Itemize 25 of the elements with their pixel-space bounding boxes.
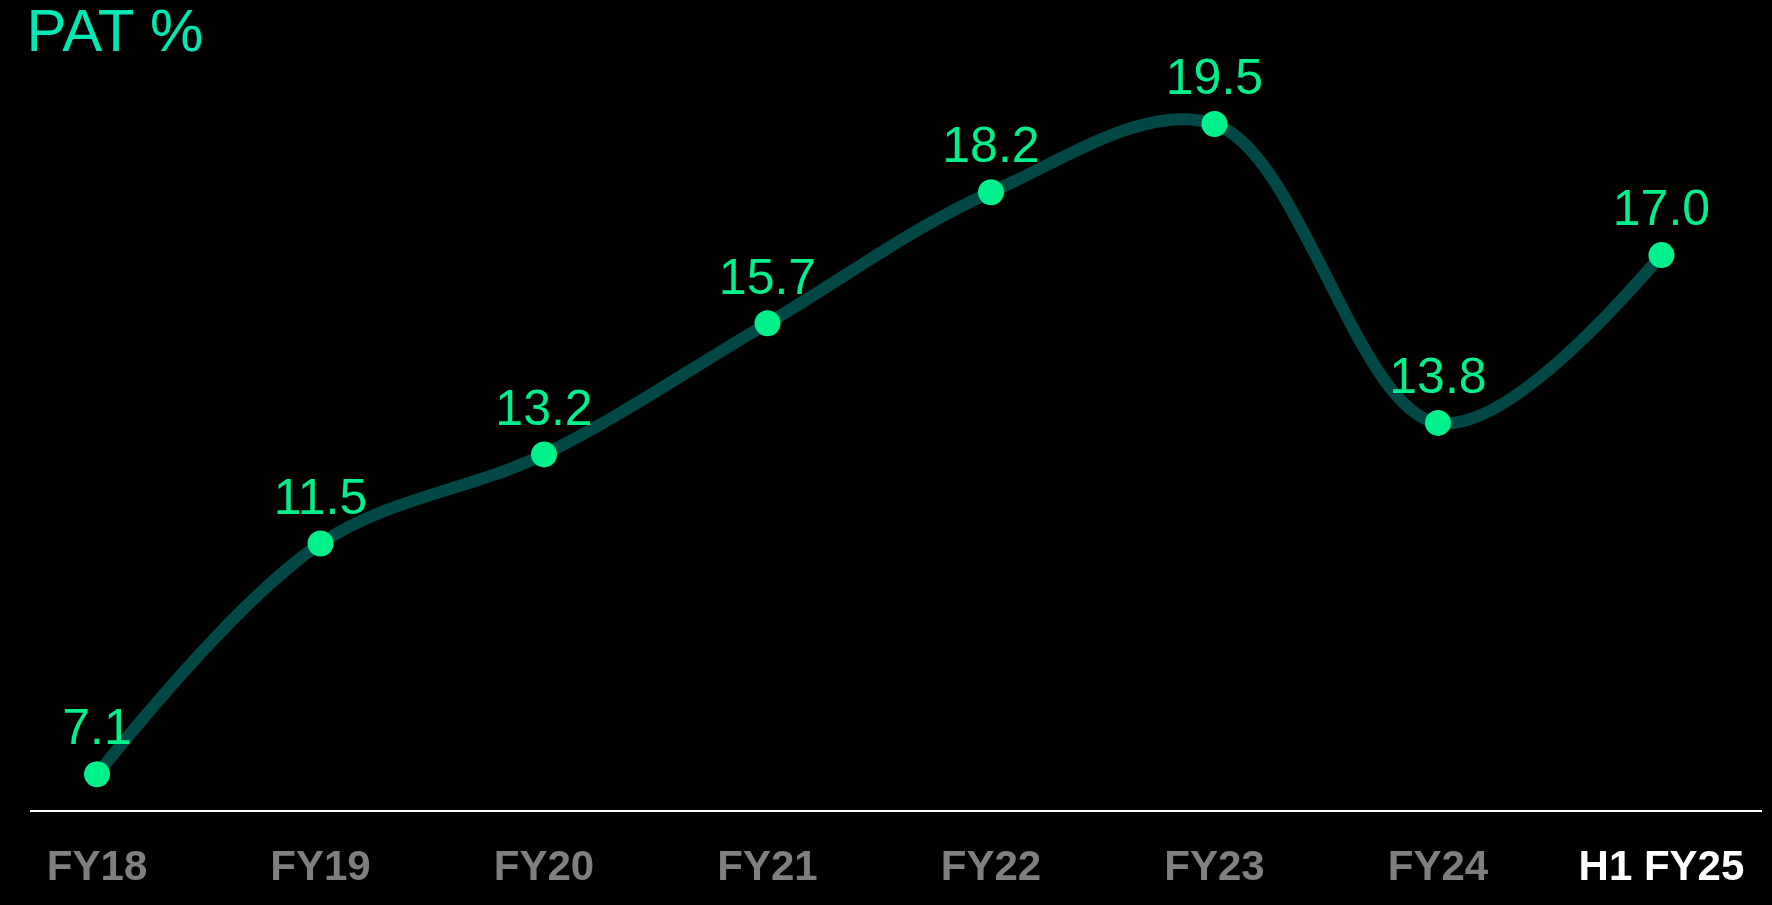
x-tick-label: FY22 xyxy=(940,842,1042,890)
point xyxy=(754,310,781,337)
chart-title: PAT % xyxy=(26,0,204,65)
point xyxy=(307,530,334,557)
point xyxy=(977,179,1004,206)
point xyxy=(1648,242,1675,269)
x-tick-label: FY19 xyxy=(270,842,371,890)
x-tick-label: H1 FY25 xyxy=(1578,842,1745,890)
point xyxy=(531,441,558,468)
data-label: 19.5 xyxy=(1165,49,1264,106)
x-tick-label: FY18 xyxy=(46,842,148,890)
data-label: 13.8 xyxy=(1389,348,1487,405)
data-label: 11.5 xyxy=(273,468,368,525)
point xyxy=(84,761,111,788)
data-label: 7.1 xyxy=(62,699,132,756)
data-label: 17.0 xyxy=(1612,180,1711,237)
data-label: 18.2 xyxy=(942,117,1040,174)
point xyxy=(1201,111,1228,138)
data-label: 15.7 xyxy=(718,248,817,305)
x-tick-label: FY21 xyxy=(717,842,818,890)
point xyxy=(1424,409,1451,436)
data-label: 13.2 xyxy=(495,379,593,436)
x-tick-label: FY23 xyxy=(1164,842,1265,890)
x-tick-label: FY24 xyxy=(1387,842,1489,890)
x-tick-label: FY20 xyxy=(493,842,595,890)
